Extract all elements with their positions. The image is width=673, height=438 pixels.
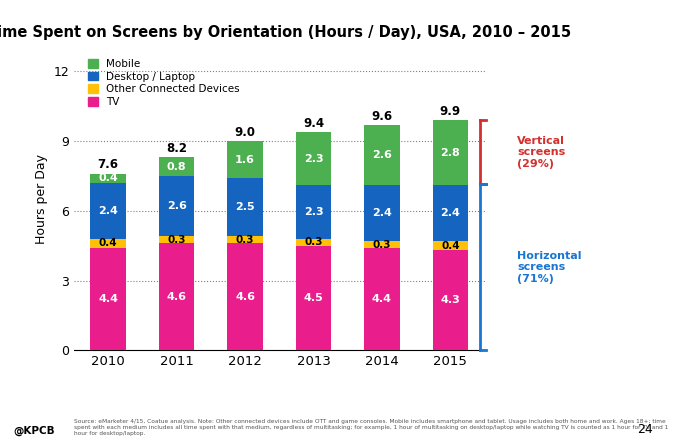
Text: @KPCB: @KPCB: [13, 426, 55, 436]
Bar: [227, 244, 263, 350]
Text: 4.5: 4.5: [304, 293, 324, 303]
Text: 2.3: 2.3: [304, 154, 323, 164]
Bar: [90, 239, 126, 248]
Text: 2.3: 2.3: [304, 207, 323, 217]
Bar: [227, 237, 263, 244]
Bar: [227, 141, 263, 178]
Text: 0.8: 0.8: [167, 162, 186, 172]
Bar: [90, 183, 126, 239]
Bar: [295, 132, 331, 185]
Title: Time Spent on Screens by Orientation (Hours / Day), USA, 2010 – 2015: Time Spent on Screens by Orientation (Ho…: [0, 25, 571, 40]
Y-axis label: Hours per Day: Hours per Day: [35, 154, 48, 244]
Text: 0.3: 0.3: [373, 240, 391, 250]
Bar: [364, 241, 400, 248]
Text: 4.4: 4.4: [98, 294, 118, 304]
Text: 2.6: 2.6: [372, 150, 392, 160]
Text: 9.6: 9.6: [371, 110, 392, 123]
Text: 4.4: 4.4: [372, 294, 392, 304]
Text: 0.4: 0.4: [441, 241, 460, 251]
Bar: [159, 237, 194, 244]
Text: 2.4: 2.4: [98, 206, 118, 216]
Bar: [364, 248, 400, 350]
Bar: [364, 125, 400, 185]
Bar: [295, 246, 331, 350]
Text: 0.4: 0.4: [99, 238, 118, 248]
Text: 0.4: 0.4: [98, 173, 118, 184]
Text: Vertical
screens
(29%): Vertical screens (29%): [518, 136, 565, 169]
Text: 0.3: 0.3: [236, 235, 254, 245]
Text: Source: eMarketer 4/15, Coatue analysis. Note: Other connected devices include O: Source: eMarketer 4/15, Coatue analysis.…: [74, 419, 668, 436]
Bar: [227, 178, 263, 237]
Text: 9.9: 9.9: [439, 105, 461, 118]
Text: 2.4: 2.4: [372, 208, 392, 218]
Text: 2.6: 2.6: [167, 201, 186, 211]
Bar: [159, 176, 194, 237]
Bar: [433, 251, 468, 350]
Text: 4.6: 4.6: [167, 292, 186, 302]
Text: 1.6: 1.6: [235, 155, 255, 165]
Bar: [90, 248, 126, 350]
Bar: [433, 241, 468, 251]
Bar: [295, 185, 331, 239]
Text: Horizontal
screens
(71%): Horizontal screens (71%): [518, 251, 582, 284]
Text: 4.6: 4.6: [235, 292, 255, 302]
Text: 4.3: 4.3: [440, 295, 460, 305]
Text: 9.4: 9.4: [303, 117, 324, 130]
Bar: [364, 185, 400, 241]
Text: 24: 24: [637, 423, 653, 436]
Text: 8.2: 8.2: [166, 142, 187, 155]
Text: 7.6: 7.6: [98, 159, 118, 171]
Text: 2.4: 2.4: [440, 208, 460, 218]
Bar: [159, 157, 194, 176]
Bar: [433, 120, 468, 185]
Bar: [159, 244, 194, 350]
Bar: [90, 174, 126, 183]
Text: 2.8: 2.8: [440, 148, 460, 158]
Text: 2.5: 2.5: [236, 202, 255, 212]
Bar: [295, 239, 331, 246]
Legend: Mobile, Desktop / Laptop, Other Connected Devices, TV: Mobile, Desktop / Laptop, Other Connecte…: [83, 55, 244, 111]
Text: 0.3: 0.3: [304, 237, 323, 247]
Bar: [433, 185, 468, 241]
Text: 0.3: 0.3: [168, 235, 186, 245]
Text: 9.0: 9.0: [235, 126, 256, 139]
